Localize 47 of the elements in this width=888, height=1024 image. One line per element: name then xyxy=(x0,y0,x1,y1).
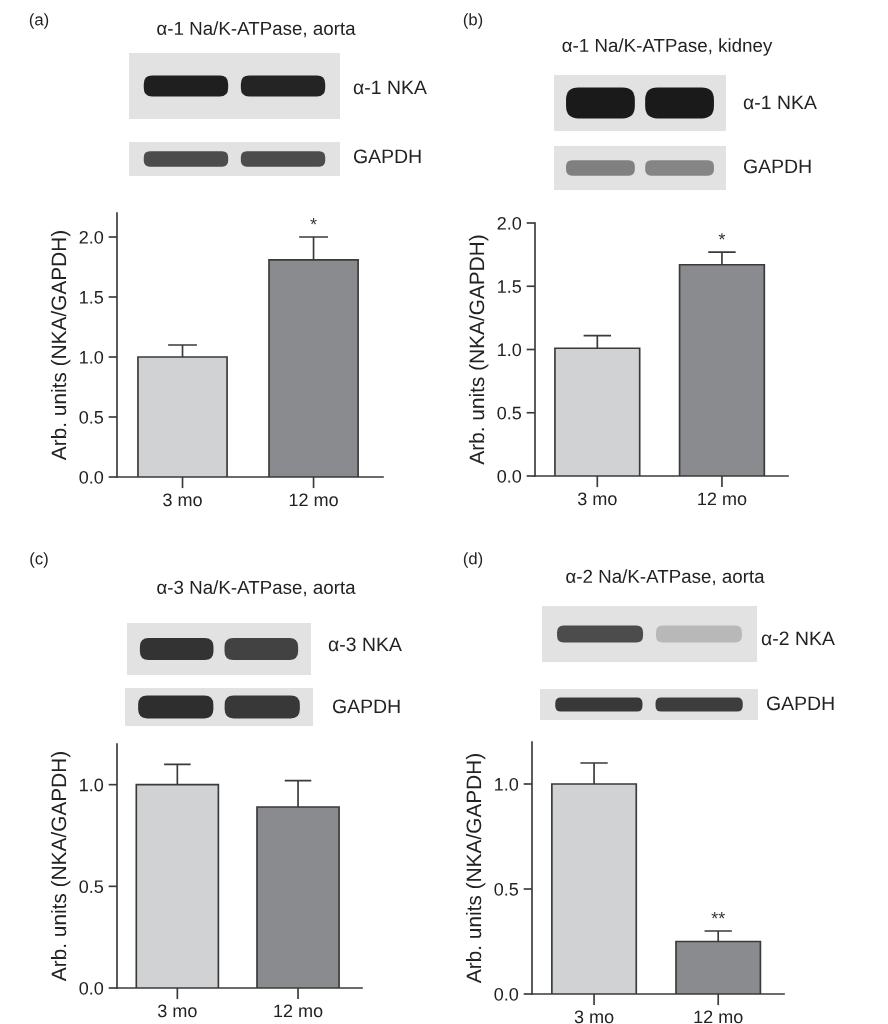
x-tick-label: 12 mo xyxy=(694,1010,743,1024)
x-tick-label: 12 mo xyxy=(289,493,338,507)
annotation: * xyxy=(718,233,726,240)
y-tick-label: 0.5 xyxy=(494,882,519,896)
chart-title: α-1 Na/K-ATPase, aorta xyxy=(157,21,356,38)
chart-title: α-3 Na/K-ATPase, aorta xyxy=(157,580,356,597)
annotation: ** xyxy=(711,912,725,919)
y-tick-label: 0.0 xyxy=(497,469,522,483)
y-axis-title: Arb. units (NKA/GAPDH) xyxy=(465,754,486,984)
text: GAPDH xyxy=(766,696,834,711)
y-tick-label: 1.5 xyxy=(498,280,522,293)
y-tick-label: 0.0 xyxy=(79,981,104,995)
text: GAPDH xyxy=(353,149,421,164)
x-tick-label: 3 mo xyxy=(157,1004,197,1018)
y-tick-label: 0.5 xyxy=(79,410,104,424)
y-tick-label: 0.0 xyxy=(79,470,104,484)
x-tick-label: 3 mo xyxy=(163,493,202,507)
x-tick-label: 3 mo xyxy=(577,492,617,506)
y-tick-label: 2.0 xyxy=(497,216,522,230)
x-tick-label: 3 mo xyxy=(574,1010,614,1024)
y-tick-label: 1.0 xyxy=(495,777,519,791)
y-axis-title: Arb. units (NKA/GAPDH) xyxy=(50,752,71,982)
y-axis-title: Arb. units (NKA/GAPDH) xyxy=(50,231,71,461)
x-tick-label: 12 mo xyxy=(274,1004,323,1018)
text: GAPDH xyxy=(743,159,811,174)
y-tick-label: 1.0 xyxy=(498,343,522,357)
text: α-2 NKA xyxy=(761,631,835,646)
text: α-1 NKA xyxy=(743,95,817,110)
chart-title: α-1 Na/K-ATPase, kidney xyxy=(562,38,773,56)
text: (c) xyxy=(30,552,48,568)
y-tick-label: 0.5 xyxy=(497,406,522,420)
text: (d) xyxy=(463,552,483,568)
y-tick-label: 2.0 xyxy=(79,230,104,244)
text: (a) xyxy=(29,13,49,29)
annotation: * xyxy=(310,218,317,225)
y-tick-label: 0.5 xyxy=(79,880,104,894)
y-axis-title: Arb. units (NKA/GAPDH) xyxy=(468,235,489,465)
y-tick-label: 1.0 xyxy=(80,350,104,364)
y-tick-label: 1.0 xyxy=(80,778,104,792)
text: α-3 NKA xyxy=(328,637,402,652)
x-tick-label: 12 mo xyxy=(698,492,747,506)
y-tick-label: 1.5 xyxy=(80,291,104,304)
text: α-1 NKA xyxy=(353,80,427,95)
text: (b) xyxy=(463,13,483,29)
y-tick-label: 0.0 xyxy=(494,987,519,1001)
chart-title: α-2 Na/K-ATPase, aorta xyxy=(566,569,765,586)
text: GAPDH xyxy=(332,699,400,714)
